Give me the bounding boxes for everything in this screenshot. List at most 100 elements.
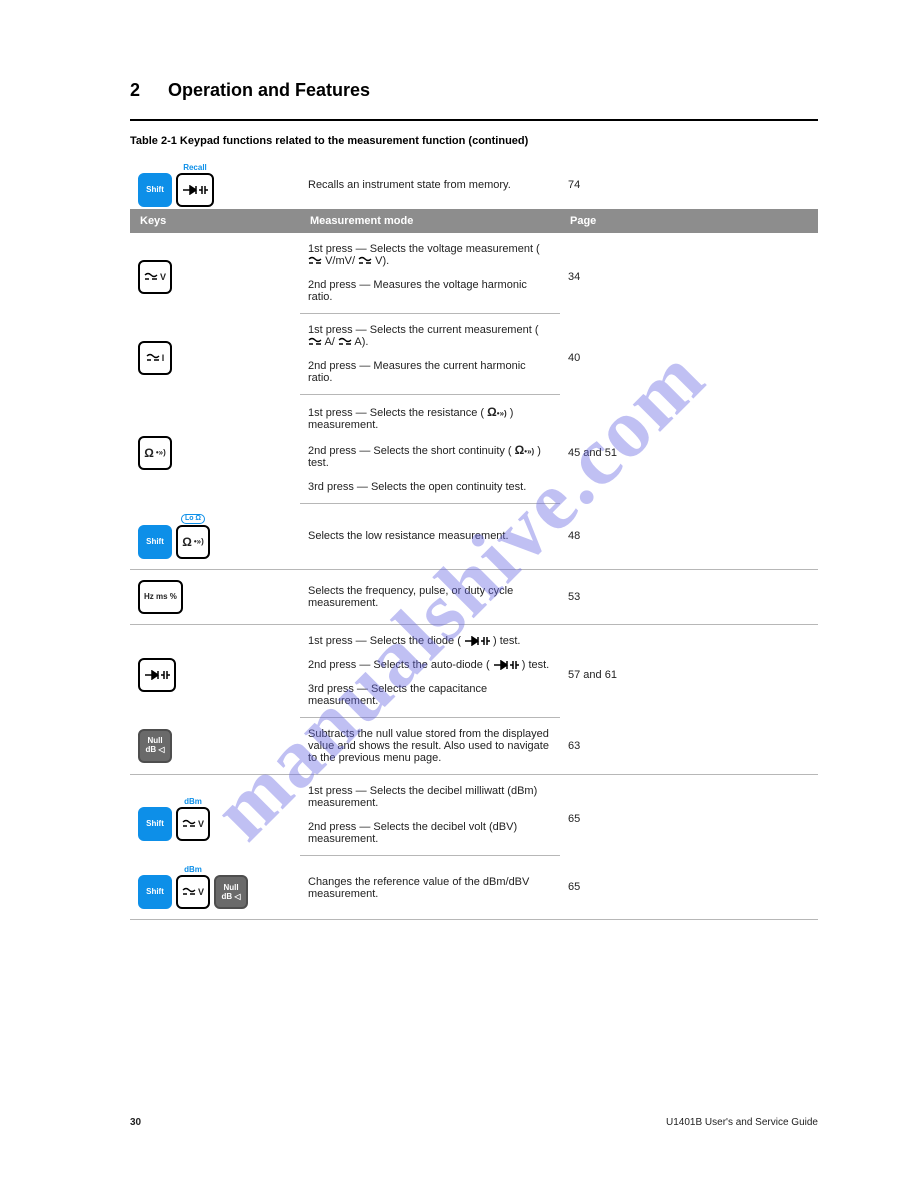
page-cell: 53 bbox=[560, 569, 818, 624]
diode-cap-inline-icon bbox=[493, 660, 519, 670]
voltage-button-alt[interactable]: V bbox=[176, 875, 210, 909]
function-table: Shift Recall Recalls an instrument state… bbox=[130, 153, 818, 920]
mode-cell: 1st press — Selects the voltage measurem… bbox=[300, 233, 560, 269]
shift-label: Shift bbox=[146, 186, 164, 194]
text-run: V). bbox=[375, 255, 389, 267]
keys-cell: Null dB ◁ bbox=[130, 717, 300, 774]
recall-alt-label: Recall bbox=[183, 163, 207, 172]
page-cell: 65 bbox=[560, 774, 818, 855]
null-label: Null bbox=[223, 884, 238, 892]
table-row: Ω•») 1st press — Selects the resistance … bbox=[130, 395, 818, 434]
header-rule bbox=[130, 119, 818, 121]
shift-button[interactable]: Shift bbox=[138, 875, 172, 909]
voltage-button[interactable]: V bbox=[138, 260, 172, 294]
acdc-inline-icon bbox=[358, 256, 372, 266]
text-run: ) test. bbox=[522, 659, 550, 671]
text-run: 1st press — Selects the current measurem… bbox=[308, 324, 538, 336]
acdc-icon bbox=[182, 819, 196, 829]
table-row: Shift dBm V Null dB ◁ Changes the refere… bbox=[130, 855, 818, 920]
dbm-alt-label: dBm bbox=[184, 865, 202, 874]
voltage-button-alt[interactable]: V bbox=[176, 807, 210, 841]
shift-button[interactable]: Shift bbox=[138, 525, 172, 559]
null-label: Null bbox=[147, 737, 162, 745]
section-header: 2 Operation and Features bbox=[130, 80, 818, 101]
keys-cell: I bbox=[130, 314, 300, 395]
mode-cell: Selects the frequency, pulse, or duty cy… bbox=[300, 569, 560, 624]
text-run: A/ bbox=[324, 336, 334, 348]
keys-cell: Shift dBm V Null dB ◁ bbox=[130, 855, 300, 920]
current-button[interactable]: I bbox=[138, 341, 172, 375]
null-button[interactable]: Null dB ◁ bbox=[138, 729, 172, 763]
page-number: 30 bbox=[130, 1117, 141, 1128]
page-cell: 57 and 61 bbox=[560, 624, 818, 717]
shift-label: Shift bbox=[146, 820, 164, 828]
diode-cap-button[interactable] bbox=[138, 658, 176, 692]
mode-cell: 1st press — Selects the current measurem… bbox=[300, 314, 560, 351]
diode-cap-icon bbox=[182, 185, 208, 195]
resistance-button[interactable]: Ω•») bbox=[138, 436, 172, 470]
shift-button[interactable]: Shift bbox=[138, 807, 172, 841]
doc-title: U1401B User's and Service Guide bbox=[666, 1117, 818, 1128]
keys-cell: Shift Lo Ω Ω•») bbox=[130, 504, 300, 570]
col-header-page: Page bbox=[560, 209, 818, 233]
diode-cap-icon bbox=[144, 670, 170, 680]
db-left-label: dB ◁ bbox=[145, 746, 164, 754]
page-cell: 40 bbox=[560, 314, 818, 395]
keys-cell: Shift dBm V bbox=[130, 774, 300, 855]
table-row: Shift Recall Recalls an instrument state… bbox=[130, 153, 818, 209]
table-row: Hz ms % Selects the frequency, pulse, or… bbox=[130, 569, 818, 624]
page-cell: 74 bbox=[560, 153, 818, 209]
page-cell: 45 and 51 bbox=[560, 395, 818, 504]
mode-cell: 2nd press — Selects the short continuity… bbox=[300, 433, 560, 471]
db-left-label: dB ◁ bbox=[221, 893, 240, 901]
col-header-mode: Measurement mode bbox=[300, 209, 560, 233]
page-cell: 63 bbox=[560, 717, 818, 774]
col-header-keys: Keys bbox=[130, 209, 300, 233]
table-caption: Table 2-1 Keypad functions related to th… bbox=[130, 135, 818, 147]
resistance-button-alt[interactable]: Ω•») bbox=[176, 525, 210, 559]
null-button[interactable]: Null dB ◁ bbox=[214, 875, 248, 909]
mode-cell: 1st press — Selects the diode ( ) test. bbox=[300, 624, 560, 649]
diode-cap-button[interactable] bbox=[176, 173, 214, 207]
page-footer: 30 U1401B User's and Service Guide bbox=[130, 1117, 818, 1128]
section-title: Operation and Features bbox=[168, 80, 370, 101]
table-row: Shift Lo Ω Ω•») Selects the low resistan… bbox=[130, 504, 818, 570]
shift-label: Shift bbox=[146, 538, 164, 546]
mode-cell: 2nd press — Measures the voltage harmoni… bbox=[300, 269, 560, 314]
mode-cell: 3rd press — Selects the open continuity … bbox=[300, 471, 560, 504]
mode-cell: 3rd press — Selects the capacitance meas… bbox=[300, 673, 560, 718]
text-run: V/mV/ bbox=[325, 255, 355, 267]
mode-cell: Subtracts the null value stored from the… bbox=[300, 717, 560, 774]
mode-cell: 2nd press — Selects the decibel volt (dB… bbox=[300, 811, 560, 856]
freq-button[interactable]: Hz ms % bbox=[138, 580, 183, 614]
keys-cell: V bbox=[130, 233, 300, 314]
section-number: 2 bbox=[130, 80, 140, 101]
keys-cell: Shift Recall bbox=[130, 153, 300, 209]
mode-cell: Changes the reference value of the dBm/d… bbox=[300, 855, 560, 920]
acdc-inline-icon bbox=[308, 337, 322, 347]
page-cell: 48 bbox=[560, 504, 818, 570]
text-run: 1st press — Selects the voltage measurem… bbox=[308, 243, 540, 255]
table-header-row: Keys Measurement mode Page bbox=[130, 209, 818, 233]
text-run: 1st press — Selects the diode ( bbox=[308, 635, 461, 647]
dbm-alt-label: dBm bbox=[184, 797, 202, 806]
text-run: ) test. bbox=[493, 635, 521, 647]
page-cell: 65 bbox=[560, 855, 818, 920]
acdc-inline-icon bbox=[338, 337, 352, 347]
table-row: Shift dBm V 1st press — Selects the deci… bbox=[130, 774, 818, 811]
hz-label: Hz ms % bbox=[144, 593, 177, 601]
keys-cell: Hz ms % bbox=[130, 569, 300, 624]
acdc-icon bbox=[146, 353, 160, 363]
acdc-inline-icon bbox=[308, 256, 322, 266]
text-run: 1st press — Selects the resistance ( bbox=[308, 407, 484, 419]
mode-cell: 1st press — Selects the resistance ( Ω•»… bbox=[300, 395, 560, 434]
lo-ohm-alt-label: Lo Ω bbox=[181, 514, 205, 524]
mode-cell: Selects the low resistance measurement. bbox=[300, 504, 560, 570]
table-row: 1st press — Selects the diode ( ) test. … bbox=[130, 624, 818, 649]
acdc-icon bbox=[144, 272, 158, 282]
shift-button[interactable]: Shift bbox=[138, 173, 172, 207]
mode-cell: 2nd press — Measures the current harmoni… bbox=[300, 350, 560, 395]
table-row: Null dB ◁ Subtracts the null value store… bbox=[130, 717, 818, 774]
keys-cell bbox=[130, 624, 300, 717]
text-run: A). bbox=[354, 336, 368, 348]
